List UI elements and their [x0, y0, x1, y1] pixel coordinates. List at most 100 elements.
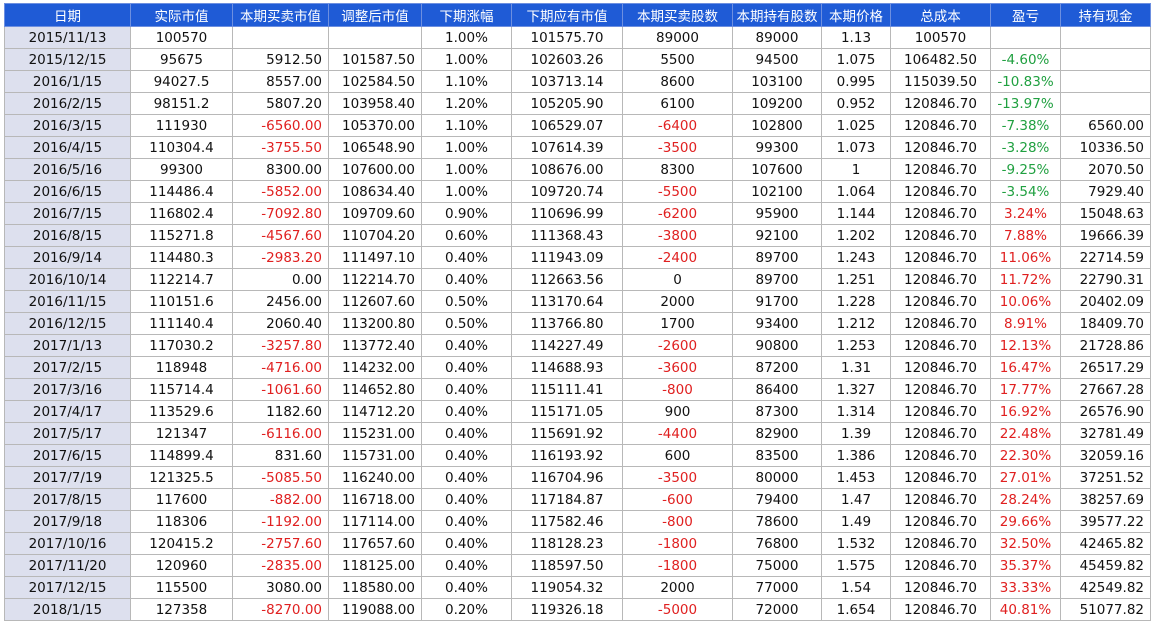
cell-date: 2015/12/15: [4, 48, 131, 71]
cell-cash-held: [1060, 26, 1151, 49]
cell-total-cost: 120846.70: [890, 422, 991, 445]
cell-actual-value: 114486.4: [130, 180, 233, 203]
cell-actual-value: 94027.5: [130, 70, 233, 93]
cell-next-growth: 1.00%: [421, 48, 512, 71]
cell-next-target-value: 115171.05: [511, 400, 623, 423]
cell-trade-shares: -800: [622, 378, 733, 401]
cell-trade-shares: -4400: [622, 422, 733, 445]
cell-held-shares: 72000: [732, 598, 822, 621]
column-header-next-growth: 下期涨幅: [421, 3, 512, 27]
cell-trade-value: -3257.80: [232, 334, 329, 357]
cell-trade-shares: -6400: [622, 114, 733, 137]
cell-trade-shares: -3800: [622, 224, 733, 247]
cell-cash-held: 22714.59: [1060, 246, 1151, 269]
cell-price: 0.995: [821, 70, 891, 93]
cell-trade-value: 5807.20: [232, 92, 329, 115]
cell-next-growth: 0.40%: [421, 422, 512, 445]
cell-actual-value: 115271.8: [130, 224, 233, 247]
cell-adjusted-value: 116718.00: [328, 488, 422, 511]
cell-cash-held: 51077.82: [1060, 598, 1151, 621]
cell-next-growth: 0.40%: [421, 334, 512, 357]
cell-trade-value: 5912.50: [232, 48, 329, 71]
cell-total-cost: 120846.70: [890, 158, 991, 181]
cell-held-shares: 87200: [732, 356, 822, 379]
cell-trade-shares: -2400: [622, 246, 733, 269]
cell-price: 1.532: [821, 532, 891, 555]
column-header-trade-shares: 本期买卖股数: [622, 3, 733, 27]
cell-price: 1.253: [821, 334, 891, 357]
cell-adjusted-value: 103958.40: [328, 92, 422, 115]
cell-profit-loss: 35.37%: [990, 554, 1061, 577]
cell-held-shares: 102100: [732, 180, 822, 203]
cell-date: 2017/6/15: [4, 444, 131, 467]
cell-total-cost: 120846.70: [890, 444, 991, 467]
cell-profit-loss: 12.13%: [990, 334, 1061, 357]
table-row: 2016/4/15 110304.4 -3755.50 106548.90 1.00% 1…: [4, 136, 1151, 159]
cell-price: 1.327: [821, 378, 891, 401]
cell-date: 2016/9/14: [4, 246, 131, 269]
cell-profit-loss: -9.25%: [990, 158, 1061, 181]
cell-trade-shares: -1800: [622, 532, 733, 555]
column-header-next-target-value: 下期应有市值: [511, 3, 623, 27]
cell-total-cost: 115039.50: [890, 70, 991, 93]
cell-next-target-value: 101575.70: [511, 26, 623, 49]
cell-adjusted-value: 110704.20: [328, 224, 422, 247]
cell-next-target-value: 117582.46: [511, 510, 623, 533]
cell-date: 2016/8/15: [4, 224, 131, 247]
cell-price: 1.49: [821, 510, 891, 533]
cell-next-growth: 0.40%: [421, 444, 512, 467]
table-row: 2016/2/15 98151.2 5807.20 103958.40 1.20% 105…: [4, 92, 1151, 115]
cell-price: 1.386: [821, 444, 891, 467]
cell-next-target-value: 109720.74: [511, 180, 623, 203]
cell-date: 2016/12/15: [4, 312, 131, 335]
cell-trade-shares: 2000: [622, 290, 733, 313]
cell-date: 2017/3/16: [4, 378, 131, 401]
cell-next-growth: 1.00%: [421, 158, 512, 181]
cell-price: 1.144: [821, 202, 891, 225]
cell-date: 2016/1/15: [4, 70, 131, 93]
cell-held-shares: 102800: [732, 114, 822, 137]
cell-actual-value: 115500: [130, 576, 233, 599]
cell-trade-value: 1182.60: [232, 400, 329, 423]
cell-held-shares: 78600: [732, 510, 822, 533]
cell-date: 2017/12/15: [4, 576, 131, 599]
cell-cash-held: 42465.82: [1060, 532, 1151, 555]
cell-price: 1.654: [821, 598, 891, 621]
cell-next-growth: 0.40%: [421, 488, 512, 511]
cell-next-target-value: 115691.92: [511, 422, 623, 445]
cell-held-shares: 86400: [732, 378, 822, 401]
cell-profit-loss: -4.60%: [990, 48, 1061, 71]
cell-cash-held: 15048.63: [1060, 202, 1151, 225]
cell-next-growth: 0.40%: [421, 576, 512, 599]
cell-price: 1.13: [821, 26, 891, 49]
cell-total-cost: 120846.70: [890, 598, 991, 621]
column-header-trade-value: 本期买卖市值: [232, 3, 329, 27]
cell-actual-value: 99300: [130, 158, 233, 181]
cell-adjusted-value: 113772.40: [328, 334, 422, 357]
table-row: 2017/10/16 120415.2 -2757.60 117657.60 0.40%…: [4, 532, 1151, 555]
cell-total-cost: 120846.70: [890, 114, 991, 137]
column-header-profit-loss: 盈亏: [990, 3, 1061, 27]
cell-date: 2017/4/17: [4, 400, 131, 423]
cell-held-shares: 109200: [732, 92, 822, 115]
table-row: 2017/5/17 121347 -6116.00 115231.00 0.40% 115…: [4, 422, 1151, 445]
cell-next-growth: 0.40%: [421, 378, 512, 401]
cell-profit-loss: [990, 26, 1061, 49]
cell-trade-shares: 6100: [622, 92, 733, 115]
cell-next-target-value: 114688.93: [511, 356, 623, 379]
cell-trade-shares: 600: [622, 444, 733, 467]
cell-next-target-value: 106529.07: [511, 114, 623, 137]
cell-next-target-value: 113766.80: [511, 312, 623, 335]
cell-next-target-value: 118128.23: [511, 532, 623, 555]
cell-price: 1.073: [821, 136, 891, 159]
cell-next-growth: 0.40%: [421, 554, 512, 577]
table-row: 2017/3/16 115714.4 -1061.60 114652.80 0.40% 1…: [4, 378, 1151, 401]
cell-profit-loss: 10.06%: [990, 290, 1061, 313]
cell-profit-loss: 27.01%: [990, 466, 1061, 489]
cell-adjusted-value: 102584.50: [328, 70, 422, 93]
column-header-held-shares: 本期持有股数: [732, 3, 822, 27]
cell-profit-loss: 3.24%: [990, 202, 1061, 225]
cell-price: 1: [821, 158, 891, 181]
column-header-adjusted-value: 调整后市值: [328, 3, 422, 27]
table-row: 2016/5/16 99300 8300.00 107600.00 1.00% 10867…: [4, 158, 1151, 181]
